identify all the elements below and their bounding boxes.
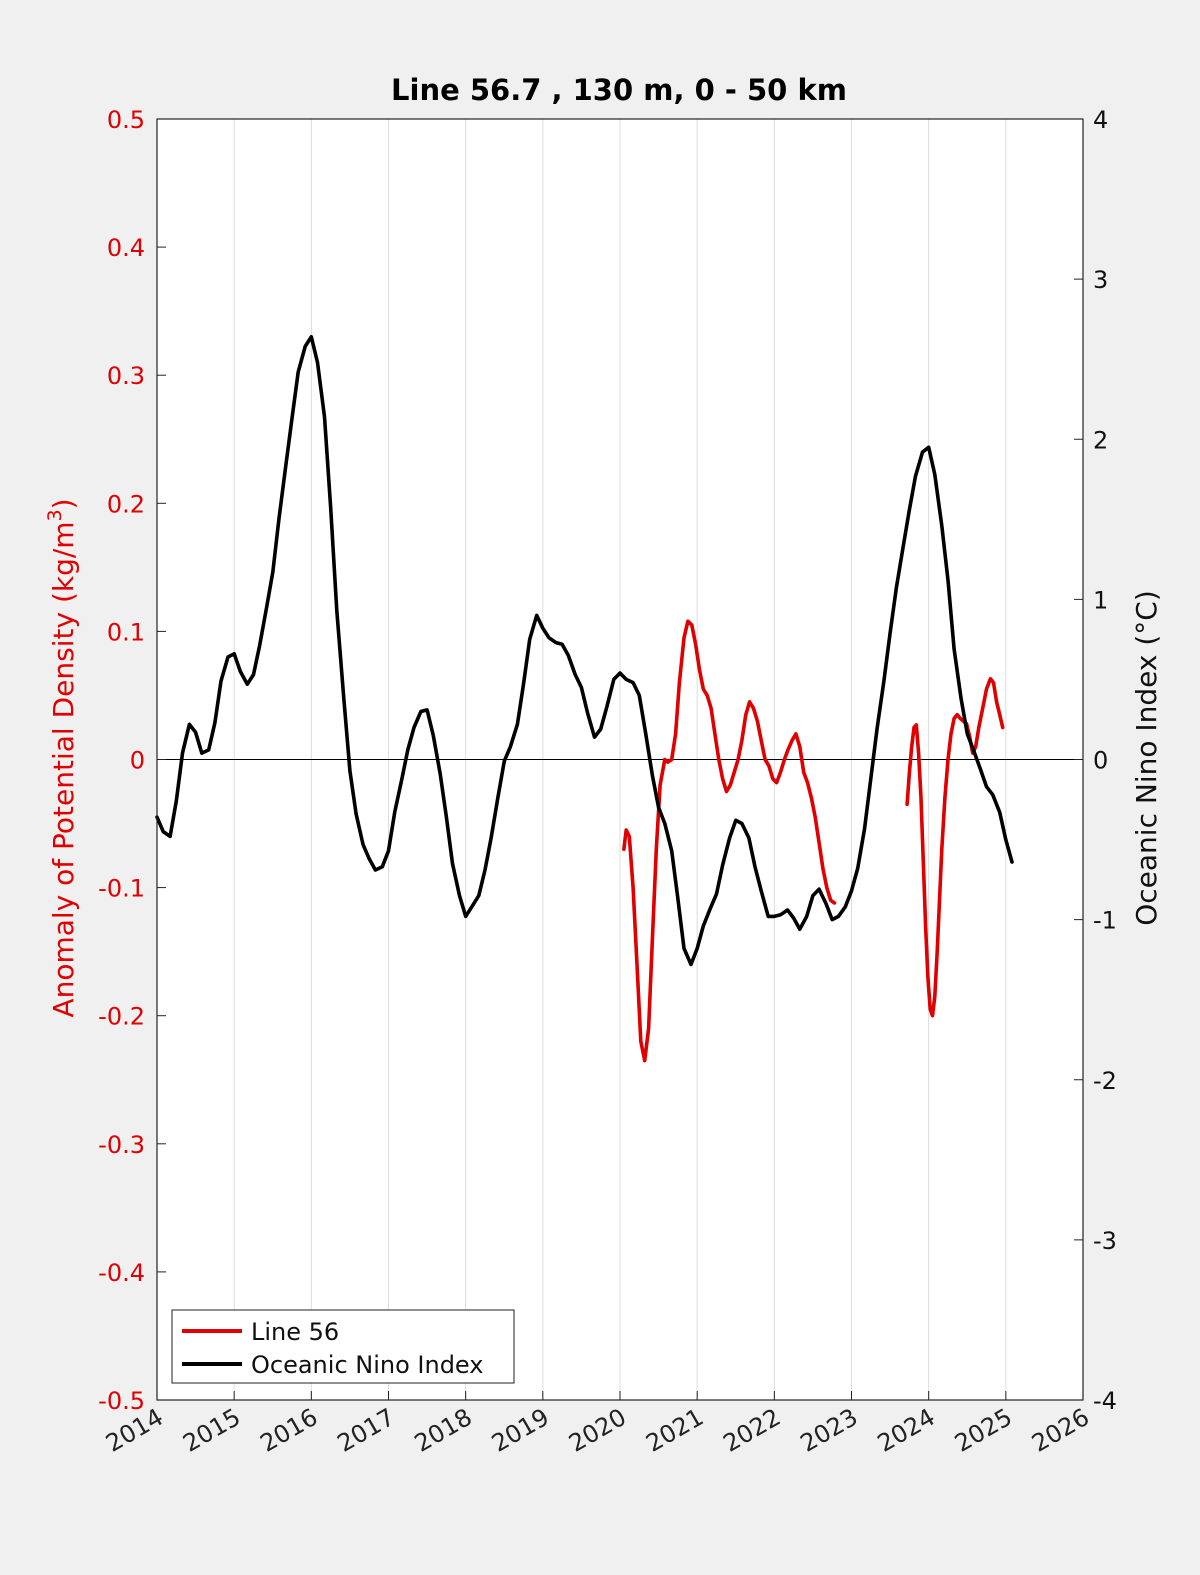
legend-box bbox=[171, 1309, 515, 1384]
series-oceanic-nino-index-segment-1 bbox=[155, 335, 1014, 967]
y-axis-label-left-superscript: 3 bbox=[44, 509, 66, 521]
y-left-tick-label: 0.1 bbox=[107, 618, 145, 646]
y-axis-label-left-text: Anomaly of Potential Density (kg/m bbox=[47, 521, 80, 1017]
y-right-tick-label: 2 bbox=[1093, 426, 1108, 454]
series-line-56-segment-1 bbox=[622, 619, 837, 1063]
y-left-tick-label: 0.4 bbox=[107, 234, 145, 262]
y-left-tick-label: -0.1 bbox=[98, 875, 145, 903]
legend: Line 56 Oceanic Nino Index bbox=[171, 1309, 515, 1384]
y-left-tick-label: -0.2 bbox=[98, 1003, 145, 1031]
axis-ticks: 2014 2015 2016 2017 2018 2019 2020 2021 2022 2023… bbox=[98, 106, 1117, 1458]
y-axis-label-left-close: ) bbox=[47, 498, 80, 509]
y-left-tick-label: -0.4 bbox=[98, 1259, 145, 1287]
y-axis-label-left: Anomaly of Potential Density (kg/m3) bbox=[44, 498, 80, 1017]
y-right-tick-label: 1 bbox=[1093, 586, 1108, 614]
y-right-tick-label: -4 bbox=[1093, 1387, 1117, 1415]
y-axis-label-right: Oceanic Nino Index (°C) bbox=[1130, 590, 1163, 926]
y-left-tick-label: 0.5 bbox=[107, 106, 145, 134]
y-right-tick-label: 0 bbox=[1093, 747, 1108, 775]
y-left-tick-label: -0.3 bbox=[98, 1131, 145, 1159]
series-layer bbox=[155, 335, 1014, 1063]
y-left-tick-label: 0 bbox=[130, 747, 145, 775]
y-right-tick-label: -1 bbox=[1093, 907, 1117, 935]
y-left-tick-label: -0.5 bbox=[98, 1387, 145, 1415]
series-line-56-segment-2 bbox=[905, 677, 1005, 1018]
y-left-tick-label: 0.3 bbox=[107, 362, 145, 390]
legend-label-line-56: Line 56 bbox=[251, 1318, 339, 1346]
y-right-tick-label: -2 bbox=[1093, 1067, 1117, 1095]
y-right-tick-label: -3 bbox=[1093, 1227, 1117, 1255]
y-right-tick-label: 3 bbox=[1093, 266, 1108, 294]
y-right-tick-label: 4 bbox=[1093, 106, 1108, 134]
chart-title: Line 56.7 , 130 m, 0 - 50 km bbox=[391, 73, 847, 107]
y-left-tick-label: 0.2 bbox=[107, 490, 145, 518]
legend-label-oni: Oceanic Nino Index bbox=[251, 1351, 483, 1379]
